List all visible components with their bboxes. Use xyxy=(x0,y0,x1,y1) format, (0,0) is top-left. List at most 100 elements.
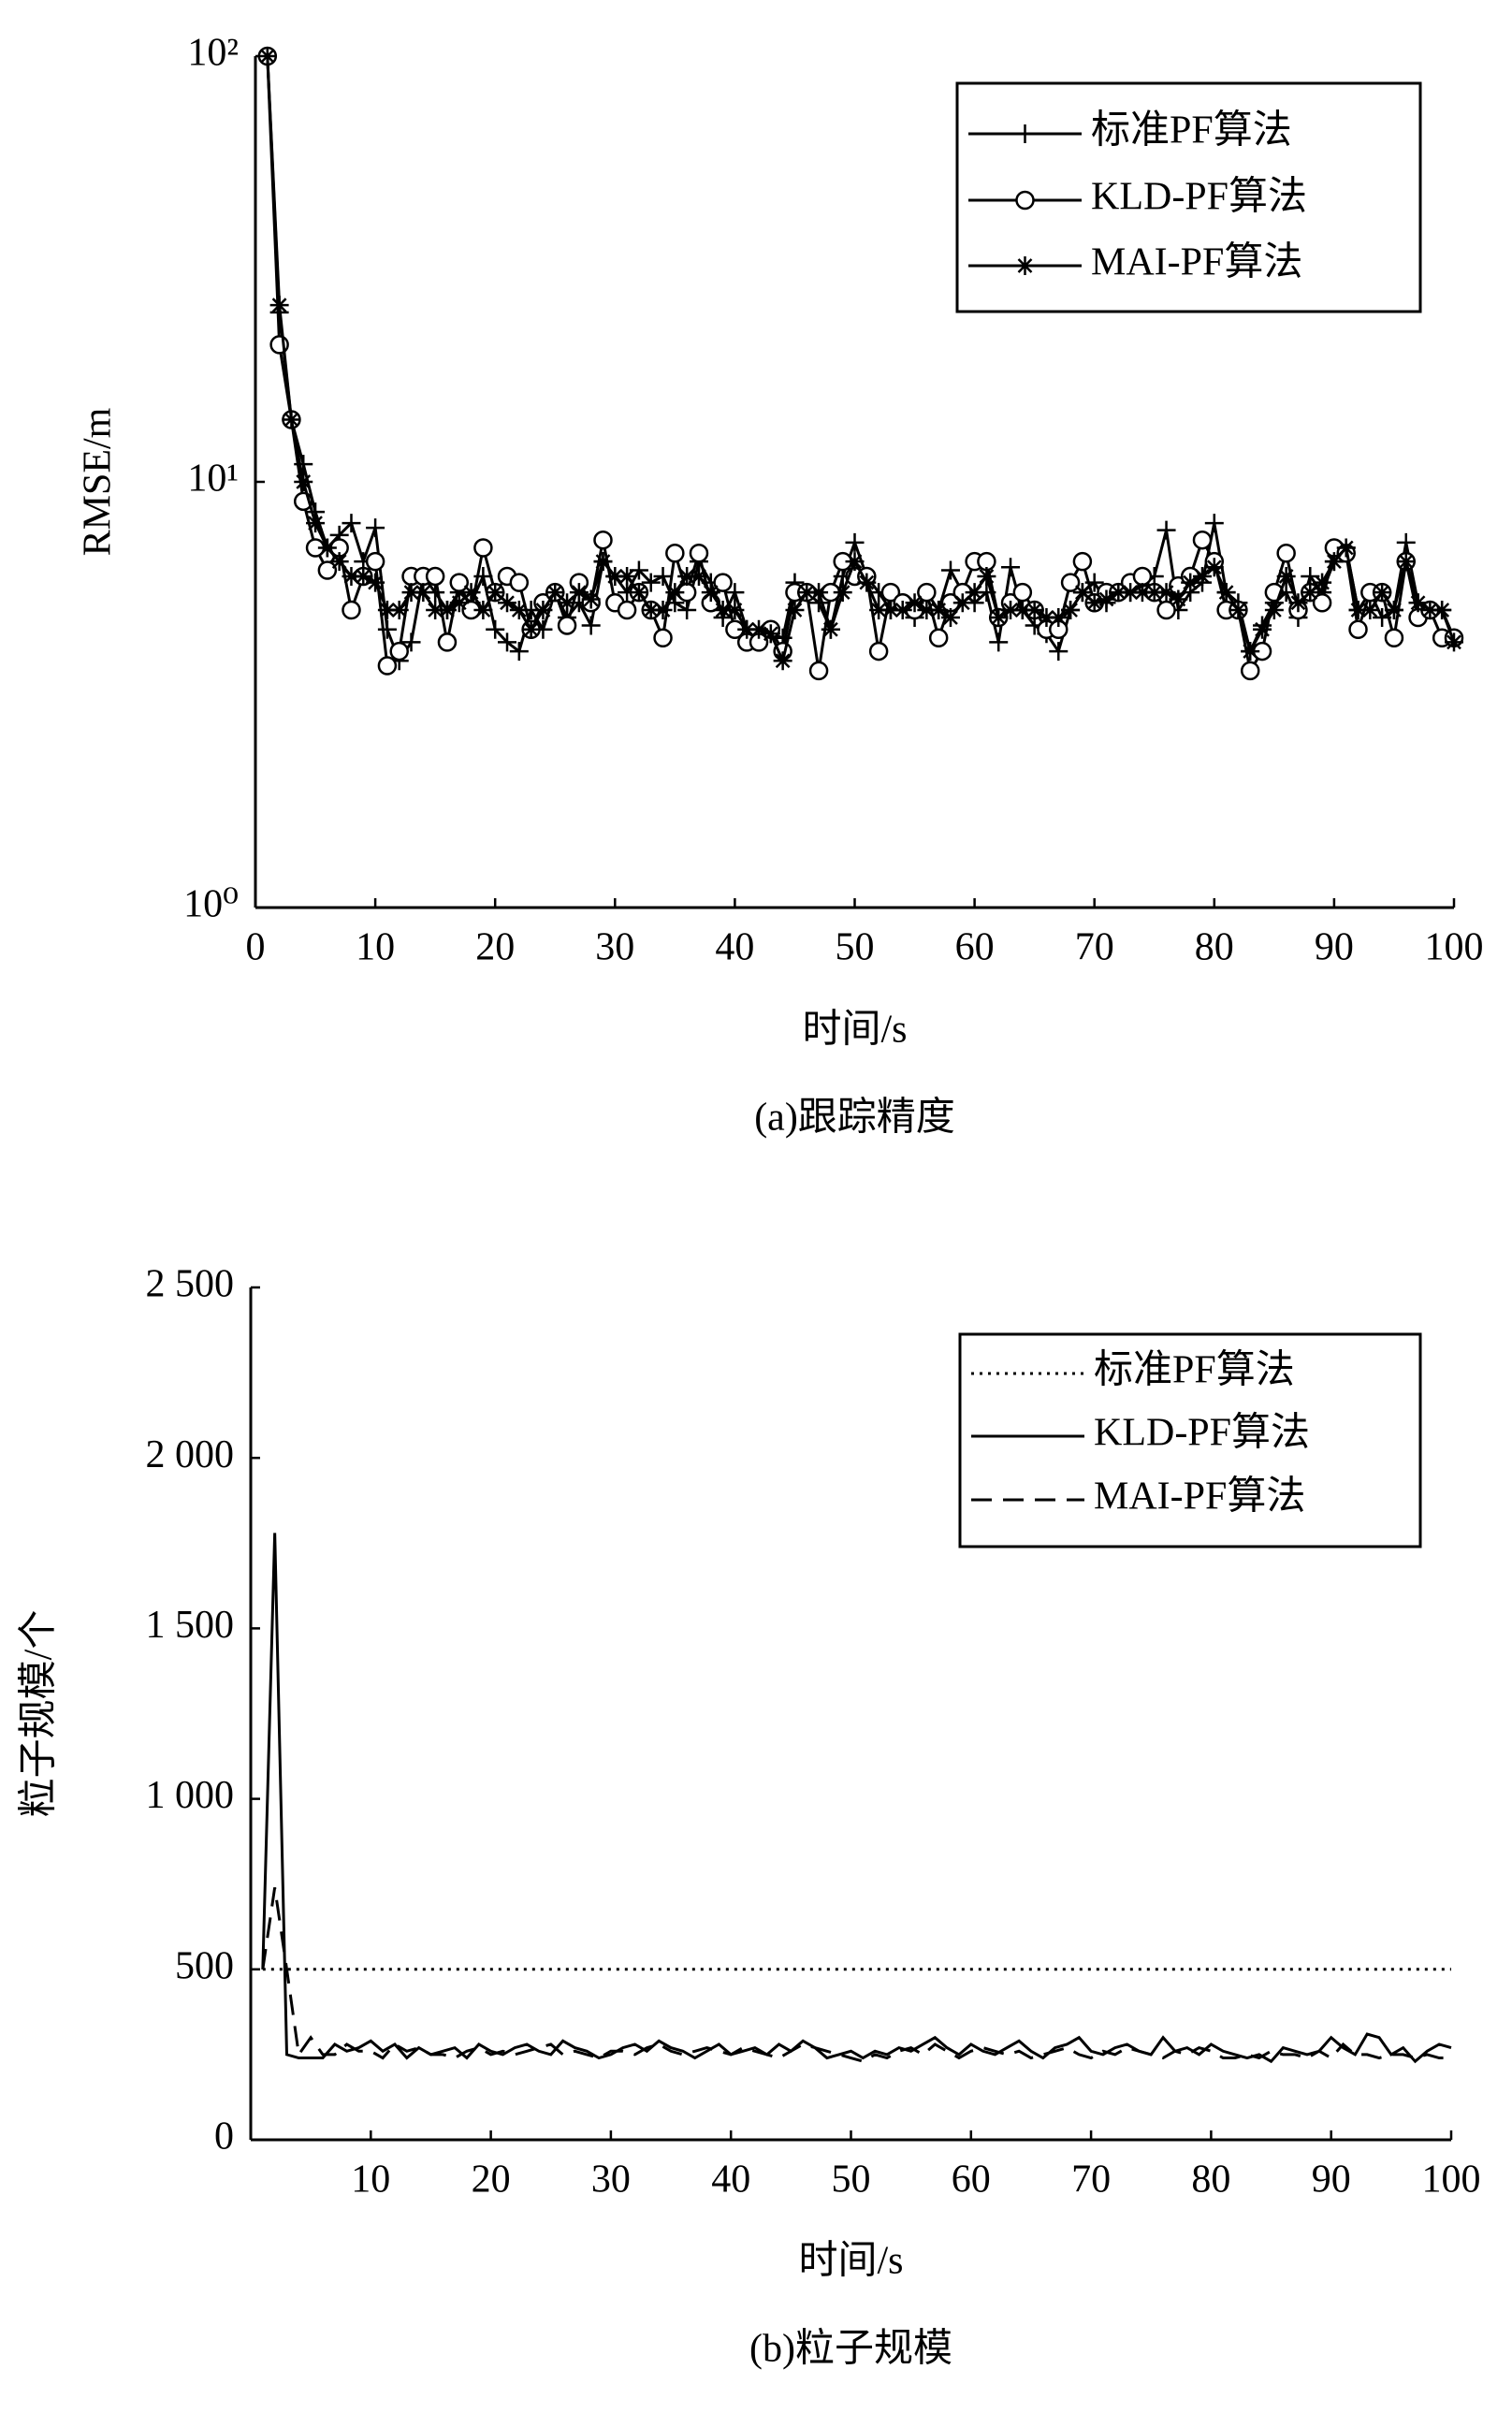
marker xyxy=(521,619,541,639)
marker xyxy=(1204,558,1224,577)
marker xyxy=(928,628,949,648)
marker xyxy=(1015,190,1035,211)
x-tick-label: 90 xyxy=(1315,926,1354,969)
marker xyxy=(1012,600,1032,619)
marker xyxy=(557,616,577,635)
marker xyxy=(1132,566,1153,587)
marker xyxy=(498,593,517,613)
marker xyxy=(1192,530,1213,550)
marker xyxy=(365,551,385,572)
marker xyxy=(845,532,865,552)
marker xyxy=(498,632,517,652)
marker xyxy=(1373,583,1392,603)
y-tick-label: 2 000 xyxy=(146,1433,235,1476)
marker xyxy=(1384,628,1404,648)
legend-box xyxy=(955,81,1422,313)
marker xyxy=(486,583,505,603)
marker xyxy=(1156,583,1176,603)
marker xyxy=(414,583,433,603)
x-tick-label: 20 xyxy=(472,2159,511,2202)
marker xyxy=(282,410,301,429)
marker xyxy=(509,642,529,661)
marker xyxy=(1060,573,1081,592)
y-tick-label: 1 000 xyxy=(146,1774,235,1817)
x-axis-label: 时间/s xyxy=(802,1009,907,1052)
x-tick-label: 60 xyxy=(955,926,995,969)
marker xyxy=(1253,619,1272,639)
marker xyxy=(653,566,673,586)
y-axis-label: RMSE/m xyxy=(77,407,120,556)
marker xyxy=(845,552,865,572)
marker xyxy=(509,573,530,592)
caption: (a)跟踪精度 xyxy=(754,1097,955,1140)
x-tick-label: 0 xyxy=(246,926,266,969)
marker xyxy=(1001,558,1021,577)
marker xyxy=(366,518,385,538)
marker xyxy=(449,593,469,613)
marker xyxy=(617,600,637,620)
marker xyxy=(1301,583,1320,603)
marker xyxy=(437,632,458,652)
x-tick-label: 50 xyxy=(832,2159,871,2202)
marker xyxy=(1384,600,1403,619)
marker xyxy=(989,632,1009,652)
x-tick-label: 40 xyxy=(715,926,754,969)
y-tick-label: 0 xyxy=(214,2115,234,2159)
marker xyxy=(821,619,840,639)
marker xyxy=(377,619,397,639)
y-tick-label: 1 500 xyxy=(146,1604,235,1647)
marker xyxy=(1001,600,1021,619)
marker xyxy=(893,600,912,619)
x-tick-label: 10 xyxy=(351,2159,390,2202)
marker xyxy=(377,656,398,676)
marker xyxy=(593,530,613,550)
marker xyxy=(437,600,457,619)
marker xyxy=(269,296,289,315)
marker xyxy=(940,608,960,628)
legend-label: MAI-PF算法 xyxy=(1091,241,1302,284)
series-line xyxy=(261,1533,1452,2064)
y-tick-label: 500 xyxy=(175,1944,234,1987)
marker xyxy=(569,583,589,603)
marker xyxy=(809,583,829,603)
marker xyxy=(761,624,780,644)
marker xyxy=(713,573,733,592)
marker xyxy=(868,641,889,661)
marker xyxy=(989,608,1009,628)
marker xyxy=(1061,600,1081,619)
x-tick-label: 90 xyxy=(1312,2159,1351,2202)
marker xyxy=(294,472,313,491)
marker xyxy=(1408,593,1428,613)
marker xyxy=(1276,566,1296,586)
x-tick-label: 80 xyxy=(1191,2159,1230,2202)
x-tick-label: 80 xyxy=(1195,926,1234,969)
marker xyxy=(377,600,397,619)
y-tick-label: 10¹ xyxy=(187,458,239,501)
marker xyxy=(797,583,817,603)
x-tick-label: 70 xyxy=(1071,2159,1111,2202)
x-tick-label: 40 xyxy=(711,2159,750,2202)
marker xyxy=(509,600,529,619)
marker xyxy=(558,593,577,613)
marker xyxy=(1072,551,1093,572)
marker xyxy=(977,566,996,586)
marker xyxy=(1240,661,1260,681)
x-axis-label: 时间/s xyxy=(798,2240,903,2283)
marker xyxy=(449,573,470,592)
marker xyxy=(1144,583,1164,603)
marker xyxy=(342,600,361,620)
marker xyxy=(1396,532,1416,552)
marker xyxy=(1312,592,1332,613)
marker xyxy=(1204,514,1224,533)
marker xyxy=(689,566,708,586)
marker xyxy=(581,589,601,609)
marker xyxy=(653,628,673,648)
marker xyxy=(1420,600,1440,619)
marker xyxy=(905,593,924,613)
x-tick-label: 30 xyxy=(591,2159,631,2202)
marker xyxy=(461,583,481,603)
marker xyxy=(701,583,720,603)
marker xyxy=(605,566,625,586)
x-tick-label: 50 xyxy=(836,926,875,969)
